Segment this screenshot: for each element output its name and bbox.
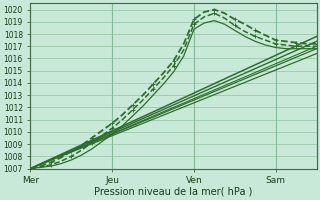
X-axis label: Pression niveau de la mer( hPa ): Pression niveau de la mer( hPa ) bbox=[94, 187, 253, 197]
